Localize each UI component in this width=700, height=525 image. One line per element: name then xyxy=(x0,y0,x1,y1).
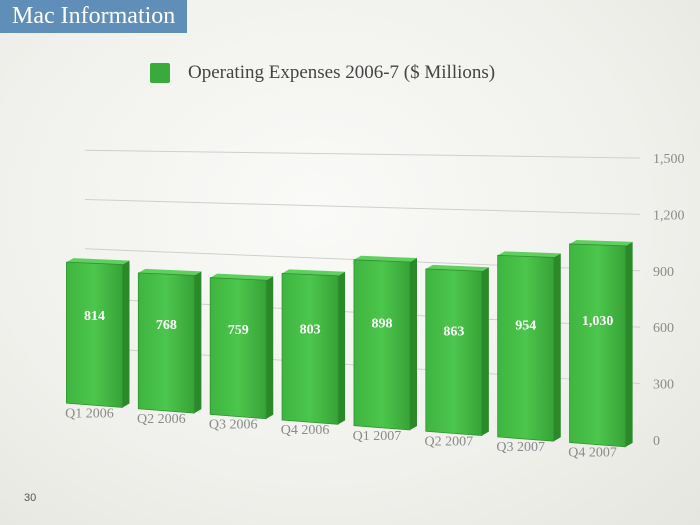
bar xyxy=(425,268,483,437)
bar-side xyxy=(338,271,346,425)
slide-title: Mac Information xyxy=(0,0,188,33)
bar-side xyxy=(625,241,633,447)
bar-side xyxy=(410,258,417,430)
bar-side xyxy=(481,267,489,436)
category-label: Q3 2007 xyxy=(496,440,545,455)
y-tick-label: 900 xyxy=(653,265,674,280)
category-label: Q4 2006 xyxy=(281,423,330,438)
data-label: 759 xyxy=(228,323,249,338)
category-label: Q1 2006 xyxy=(65,406,114,421)
bar xyxy=(137,272,195,414)
bar xyxy=(497,254,555,442)
data-label: 803 xyxy=(300,323,321,338)
bar-side xyxy=(122,260,130,408)
category-label: Q3 2006 xyxy=(209,418,258,433)
category-label: Q2 2007 xyxy=(425,434,474,449)
bar-side xyxy=(553,253,561,442)
data-label: 1,030 xyxy=(582,314,614,329)
bar xyxy=(569,243,627,448)
y-tick-label: 600 xyxy=(653,321,674,336)
chart-legend: Operating Expenses 2006-7 ($ Millions) xyxy=(150,62,495,84)
y-tick-label: 0 xyxy=(653,434,660,449)
legend-label: Operating Expenses 2006-7 ($ Millions) xyxy=(188,62,496,83)
bar xyxy=(209,277,267,420)
bar-side xyxy=(266,276,274,419)
data-label: 863 xyxy=(443,324,464,339)
data-label: 814 xyxy=(84,309,105,324)
bar-top xyxy=(210,273,274,281)
category-label: Q4 2007 xyxy=(568,446,617,461)
data-label: 954 xyxy=(515,318,536,333)
y-tick-label: 1,500 xyxy=(653,152,685,167)
bar-top xyxy=(66,258,130,265)
gridline xyxy=(84,149,641,159)
data-label: 768 xyxy=(156,318,177,333)
page-number: 30 xyxy=(24,492,37,504)
bar-top xyxy=(138,268,202,276)
bar xyxy=(281,272,339,425)
category-label: Q1 2007 xyxy=(353,429,402,444)
bar-top xyxy=(353,255,417,263)
bar xyxy=(353,259,411,431)
data-label: 898 xyxy=(371,317,392,332)
bar xyxy=(66,261,123,408)
y-tick-label: 1,200 xyxy=(653,208,685,223)
bar-side xyxy=(194,271,202,414)
category-label: Q2 2006 xyxy=(137,412,186,427)
bar-top xyxy=(425,264,489,272)
y-tick-label: 300 xyxy=(653,378,674,393)
legend-swatch xyxy=(150,63,170,83)
gridline xyxy=(84,199,641,215)
bar-top xyxy=(282,269,346,276)
